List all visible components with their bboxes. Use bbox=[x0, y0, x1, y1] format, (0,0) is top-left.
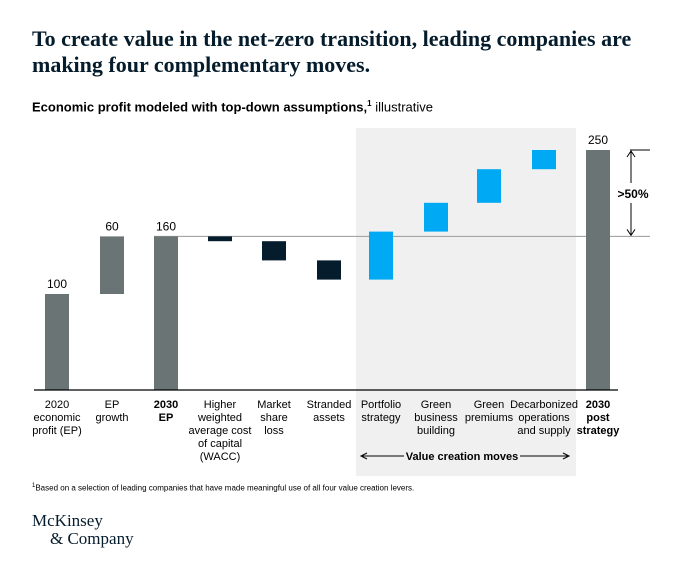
category-label-7: Green business building bbox=[414, 399, 458, 437]
subtitle-main: Economic profit modeled with top-down as… bbox=[32, 99, 368, 115]
value-bracket-right-arrow bbox=[562, 452, 571, 460]
mckinsey-logo: McKinsey & Company bbox=[32, 512, 134, 548]
annotation-label: >50% bbox=[617, 187, 648, 201]
bar-value-label-2: 160 bbox=[156, 219, 176, 233]
footnote-text: Based on a selection of leading companie… bbox=[35, 483, 415, 493]
bar-3 bbox=[208, 236, 232, 242]
category-label-1: EP growth bbox=[95, 399, 128, 424]
subtitle-footnote-marker: 1 bbox=[367, 99, 372, 108]
value-creation-shade bbox=[356, 128, 576, 476]
category-label-10: 2030 post strategy bbox=[577, 399, 621, 437]
chart-subtitle: Economic profit modeled with top-down as… bbox=[32, 96, 433, 115]
bracket-arrow-down bbox=[626, 229, 636, 237]
category-label-5: Stranded assets bbox=[307, 399, 352, 424]
bar-value-label-0: 100 bbox=[47, 277, 67, 291]
category-label-4: Market share loss bbox=[257, 399, 291, 437]
category-label-3: Higher weighted average cost of capital (WAC… bbox=[189, 399, 252, 463]
subtitle-suffix: illustrative bbox=[371, 99, 433, 115]
bar-2 bbox=[154, 236, 178, 390]
bar-1 bbox=[100, 236, 124, 294]
waterfall-chart: 100 60 160 250 >50% 2020 economic profit (EP) EP… bbox=[32, 128, 652, 476]
bar-5 bbox=[317, 260, 341, 280]
category-label-0: 2020 economic profit (EP) bbox=[32, 399, 82, 437]
chart-title: To create value in the net-zero transiti… bbox=[32, 26, 632, 77]
value-bracket-left-arrow bbox=[359, 452, 368, 460]
bar-4 bbox=[262, 241, 286, 261]
logo-line-1: McKinsey bbox=[32, 511, 103, 530]
footnote: 1Based on a selection of leading compani… bbox=[32, 483, 414, 493]
bar-7 bbox=[424, 202, 448, 232]
bracket-arrow-up bbox=[626, 150, 636, 158]
bar-value-label-10: 250 bbox=[588, 133, 608, 147]
footnote-marker: 1 bbox=[32, 483, 36, 489]
bar-8 bbox=[477, 169, 501, 203]
bar-6 bbox=[369, 231, 393, 280]
logo-line-2: & Company bbox=[50, 529, 134, 548]
category-label-9: Decarbonized operations and supply bbox=[510, 399, 578, 437]
bar-value-label-1: 60 bbox=[105, 219, 119, 233]
category-label-6: Portfolio strategy bbox=[361, 399, 401, 424]
bar-9 bbox=[532, 150, 556, 170]
bar-0 bbox=[45, 294, 69, 390]
value-creation-label: Value creation moves bbox=[406, 451, 519, 463]
category-label-8: Green premiums bbox=[465, 399, 514, 424]
annotation-bg bbox=[614, 183, 652, 203]
category-label-2: 2030 EP bbox=[154, 399, 178, 424]
bar-10 bbox=[586, 150, 610, 390]
